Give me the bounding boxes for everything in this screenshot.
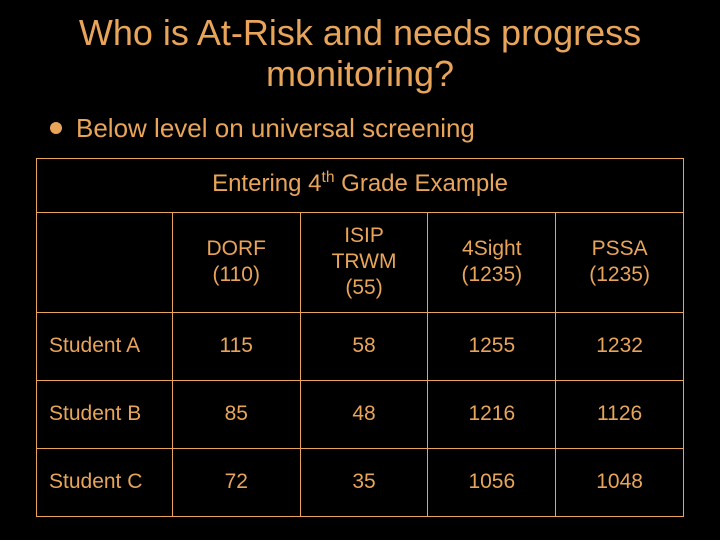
header-col-1-line3: (55) bbox=[345, 276, 382, 299]
row-0-col-2: 1255 bbox=[428, 312, 556, 380]
row-1-col-3: 1126 bbox=[556, 380, 684, 448]
header-col-3-line2: (1235) bbox=[589, 263, 650, 286]
row-2-label: Student C bbox=[37, 448, 173, 516]
header-col-1-line1: ISIP bbox=[344, 224, 384, 247]
table-row: Student B 85 48 1216 1126 bbox=[37, 380, 684, 448]
row-1-label: Student B bbox=[37, 380, 173, 448]
row-2-col-0: 72 bbox=[172, 448, 300, 516]
header-col-1-line2: TRWM bbox=[332, 250, 397, 273]
table-row: Student A 115 58 1255 1232 bbox=[37, 312, 684, 380]
row-0-col-0: 115 bbox=[172, 312, 300, 380]
header-col-2-line1: 4Sight bbox=[462, 237, 522, 260]
header-col-0: DORF (110) bbox=[172, 212, 300, 312]
row-2-col-1: 35 bbox=[300, 448, 428, 516]
bullet-item: Below level on universal screening bbox=[50, 113, 684, 144]
table-caption: Entering 4th Grade Example bbox=[37, 158, 684, 212]
row-1-col-0: 85 bbox=[172, 380, 300, 448]
row-1-col-2: 1216 bbox=[428, 380, 556, 448]
header-col-2: 4Sight (1235) bbox=[428, 212, 556, 312]
data-table: Entering 4th Grade Example DORF (110) IS… bbox=[36, 158, 684, 517]
slide-title: Who is At-Risk and needs progress monito… bbox=[36, 12, 684, 95]
caption-super: th bbox=[321, 169, 334, 186]
row-0-col-1: 58 bbox=[300, 312, 428, 380]
header-col-2-line2: (1235) bbox=[461, 263, 522, 286]
header-col-3-line1: PSSA bbox=[592, 237, 648, 260]
header-empty bbox=[37, 212, 173, 312]
slide: Who is At-Risk and needs progress monito… bbox=[0, 0, 720, 540]
header-col-0-line2: (110) bbox=[213, 263, 260, 286]
row-0-label: Student A bbox=[37, 312, 173, 380]
bullet-icon bbox=[50, 122, 62, 134]
row-2-col-3: 1048 bbox=[556, 448, 684, 516]
table-row: Student C 72 35 1056 1048 bbox=[37, 448, 684, 516]
header-col-1: ISIP TRWM (55) bbox=[300, 212, 428, 312]
table-container: Entering 4th Grade Example DORF (110) IS… bbox=[36, 158, 684, 517]
header-col-3: PSSA (1235) bbox=[556, 212, 684, 312]
row-0-col-3: 1232 bbox=[556, 312, 684, 380]
header-col-0-line1: DORF bbox=[207, 237, 267, 260]
table-header-row: DORF (110) ISIP TRWM (55) 4Sight (1235) … bbox=[37, 212, 684, 312]
caption-prefix: Entering 4 bbox=[212, 170, 321, 197]
table-caption-row: Entering 4th Grade Example bbox=[37, 158, 684, 212]
bullet-text: Below level on universal screening bbox=[76, 113, 475, 144]
caption-suffix: Grade Example bbox=[335, 170, 508, 197]
row-1-col-1: 48 bbox=[300, 380, 428, 448]
row-2-col-2: 1056 bbox=[428, 448, 556, 516]
